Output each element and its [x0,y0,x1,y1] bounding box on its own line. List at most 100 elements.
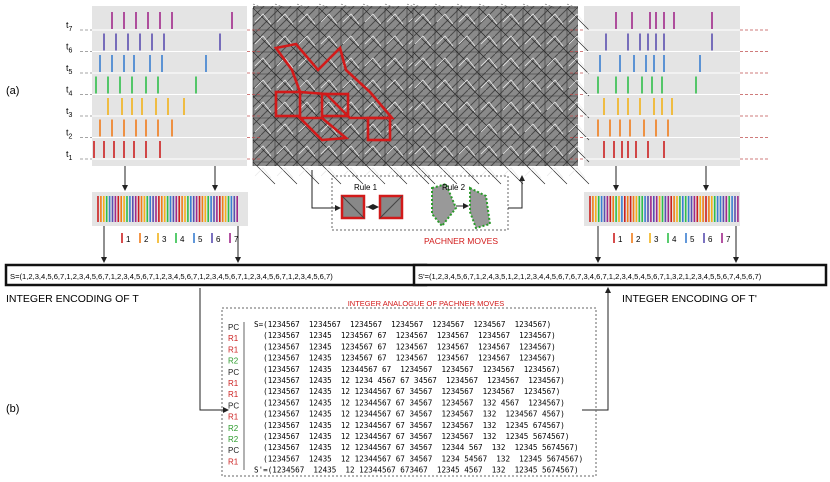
mesh-dual-edge [342,35,360,47]
mesh-boundary-dash [566,3,578,9]
mesh-diagonal [566,29,590,53]
mesh-dual-edge [480,35,498,47]
mesh-diagonal [456,51,480,75]
mesh-dual-edge [364,167,382,179]
legend-label: 2 [144,235,149,244]
mesh-dual-edge [458,167,476,179]
mesh-diagonal [362,51,386,75]
time-label: t2 [66,128,73,141]
legend-label: 5 [198,235,203,244]
mesh-dual-edge [568,79,586,91]
mesh-dual-edge [436,145,454,157]
mesh-diagonal [522,51,546,75]
mesh-dual-edge [458,57,476,69]
mesh-dual-edge [568,35,586,47]
mesh-dual-edge [342,167,360,179]
mesh-dual-edge [364,101,382,113]
mesh-dual-edge [298,101,316,113]
legend-label: 3 [654,235,659,244]
legend-label: 7 [726,235,731,244]
mesh-dual-edge [298,79,316,91]
mesh-dual-edge [254,35,272,47]
mesh-diagonal [500,7,524,31]
mesh-dual-edge [320,13,338,25]
mesh-diagonal [340,51,364,75]
mesh-diagonal [318,7,342,31]
legend-label: 1 [618,235,623,244]
mesh-diagonal [434,161,458,185]
mesh-dual-edge [502,35,520,47]
mesh-dual-edge [386,35,404,47]
rules-box [331,175,509,231]
mesh-diagonal [544,161,568,185]
mesh-dual-edge [320,167,338,179]
mesh-dual-edge [546,57,564,69]
mesh-dual-edge [342,57,360,69]
mesh-dual-edge [276,13,294,25]
sequence-row: S=(1234567 1234567 1234567 1234567 12345… [254,320,551,329]
mesh-dual-edge [502,79,520,91]
mesh-diagonal [296,7,320,31]
move-label: R2 [228,424,239,433]
mesh-diagonal [522,29,546,53]
mesh-diagonal [412,29,436,53]
mesh-diagonal [384,95,408,119]
mesh-dual-edge [414,57,432,69]
mesh-boundary-dash [384,3,396,9]
mesh-dual-edge [386,79,404,91]
mesh-dual-edge [414,79,432,91]
mesh-diagonal [274,139,298,163]
mesh-dual-edge [524,57,542,69]
pachner-moves-title: PACHNER MOVES [424,236,498,246]
mesh-diagonal [456,73,480,97]
sequence-T-text: S=(1,2,3,4,5,6,7,1,2,3,4,5,6,7,1,2,3,4,5… [10,272,333,281]
mesh-diagonal [500,29,524,53]
mesh-diagonal [478,51,502,75]
mesh-dual-edge [546,123,564,135]
mesh-diagonal [296,139,320,163]
pachner-highlight-regions [273,42,395,142]
mesh-boundary-dash [456,3,468,9]
mesh-diagonal [318,73,342,97]
mesh-dual-edge [320,79,338,91]
mesh-diagonal [340,7,364,31]
move-label: R1 [228,345,239,354]
mesh-diagonal [340,117,364,141]
mesh-diagonal [544,139,568,163]
mesh-dual-edge [276,167,294,179]
move-label: R1 [228,334,239,343]
mesh-diagonal [456,95,480,119]
mesh-diagonal [274,95,298,119]
mesh-dual-edge [342,13,360,25]
integer-moves-box [221,307,597,477]
mesh-dual-edge [298,145,316,157]
mesh-diagonal [544,117,568,141]
mesh-diagonal [412,95,436,119]
mesh-diagonal [478,161,502,185]
move-label: PC [228,401,239,410]
mesh-diagonal [296,29,320,53]
mesh-diagonal [544,95,568,119]
mesh-diagonal [544,29,568,53]
mesh-dual-edge [502,167,520,179]
mesh-diagonal [340,95,364,119]
mesh-diagonal [252,161,276,185]
mesh-dual-edge [276,145,294,157]
legend-label: 6 [708,235,713,244]
mesh-diagonal [478,139,502,163]
move-label: PC [228,368,239,377]
mesh-diagonal [384,73,408,97]
mesh-dual-edge [546,13,564,25]
mesh-dual-edge [458,79,476,91]
mesh-dual-edge [364,13,382,25]
mesh-dual-edge [502,13,520,25]
mesh-dual-edge [568,57,586,69]
mesh-diagonal [384,161,408,185]
mesh-dual-edge [254,79,272,91]
mesh-dual-edge [320,145,338,157]
mesh-dual-edge [568,167,586,179]
sequence-row: (1234567 12435 12 12344567 67 34567 1234… [254,432,569,441]
mesh-diagonal [252,29,276,53]
sequence-row: S'=(1234567 12435 12 12344567 673467 123… [254,466,579,475]
